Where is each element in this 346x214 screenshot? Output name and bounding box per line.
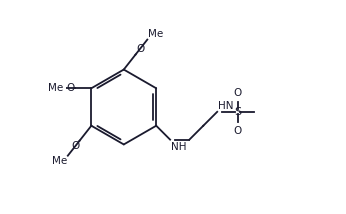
Text: Me: Me <box>52 156 67 166</box>
Text: Me: Me <box>48 83 63 93</box>
Text: O: O <box>234 88 242 98</box>
Text: O: O <box>71 141 79 151</box>
Text: Me: Me <box>148 29 163 39</box>
Text: NH: NH <box>171 142 187 152</box>
Text: O: O <box>136 44 145 54</box>
Text: O: O <box>66 83 75 93</box>
Text: S: S <box>234 107 241 117</box>
Text: O: O <box>234 126 242 136</box>
Text: HN: HN <box>218 101 234 111</box>
